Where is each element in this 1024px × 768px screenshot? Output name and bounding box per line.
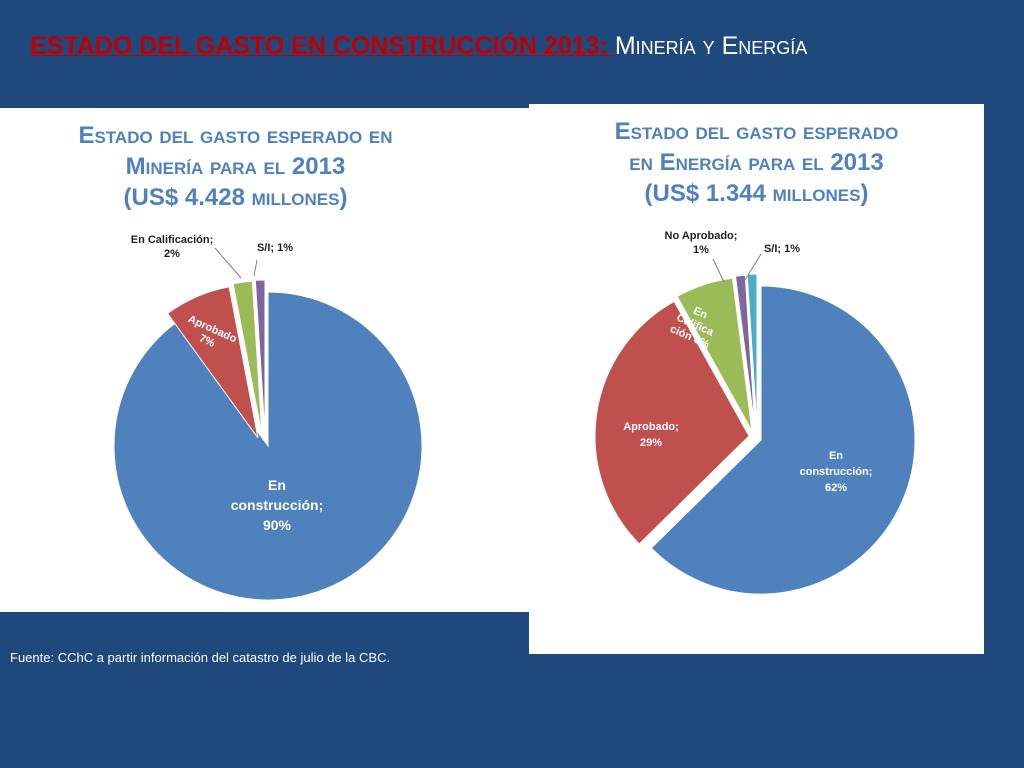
energia-label-s-i-line: S/I; 1% <box>764 243 800 255</box>
mineria-label-en-calificacion: En Calificación; 2% <box>131 234 214 260</box>
mineria-label-s-i-line: S/I; 1% <box>257 242 293 254</box>
mineria-slices <box>113 279 423 601</box>
energia-slices <box>594 273 916 595</box>
mineria-label-en-construccion-line: En <box>268 477 286 493</box>
energia-pie-chart: En construcción; 62%Aprobado; 29%EnCalifica… <box>594 230 916 595</box>
energia-label-en-construccion-line: construcción; <box>800 466 873 478</box>
slide-title: ESTADO DEL GASTO EN CONSTRUCCIÓN 2013: M… <box>30 34 807 59</box>
mineria-label-aprobado-line: 7% <box>197 332 217 350</box>
mineria-slice-en-calificacion <box>232 280 263 436</box>
energia-label-aprobado-line: 29% <box>640 437 662 449</box>
mineria-title-line-2: Minería para el 2013 <box>125 153 346 180</box>
energia-label-en-construccion-line: 62% <box>825 482 847 494</box>
energia-slice-en-construccion <box>650 285 916 595</box>
energia-chart-panel: Estado del gasto esperado en Energía par… <box>529 104 984 654</box>
mineria-label-en-construccion-line: construcción; <box>231 497 324 513</box>
source-note: Fuente: CChC a partir información del ca… <box>10 650 391 665</box>
mineria-label-en-calificacion-line: 2% <box>164 248 180 260</box>
slide-title-sub: Minería y Energía <box>614 32 808 60</box>
energia-title-line-1: Estado del gasto esperado <box>614 118 899 145</box>
mineria-slice-s-i <box>254 279 266 435</box>
energia-slice-en-calificacion <box>676 277 753 432</box>
energia-label-no-aprobado-line: No Aprobado; <box>665 230 738 242</box>
mineria-slice-aprobado <box>166 286 259 439</box>
mineria-title-line-1: Estado del gasto esperado en <box>78 122 393 149</box>
mineria-pie-chart: En construcción; 90%Aprobado7%En Calificac… <box>113 234 423 601</box>
mineria-label-en-construccion: En construcción; 90% <box>231 477 324 533</box>
mineria-label-en-calificacion-line: En Calificación; <box>131 234 214 246</box>
mineria-label-s-i: S/I; 1% <box>257 242 293 254</box>
mineria-chart-panel: Estado del gasto esperado en Minería par… <box>0 108 529 612</box>
mineria-chart-title: Estado del gasto esperado en Minería par… <box>18 120 453 213</box>
energia-label-en-calificacion-line: En <box>691 305 709 322</box>
energia-title-line-2: en Energía para el 2013 <box>629 149 884 176</box>
energia-leader-s-i <box>744 253 762 281</box>
mineria-leader-s-i <box>253 259 258 277</box>
energia-label-no-aprobado: No Aprobado; 1% <box>665 230 738 256</box>
energia-slice-s-i <box>746 273 758 429</box>
mineria-slice-en-construccion <box>113 291 423 601</box>
energia-label-en-construccion-line: En <box>829 450 843 462</box>
energia-label-s-i: S/I; 1% <box>764 243 800 255</box>
energia-slice-aprobado <box>594 300 750 545</box>
slide-title-main: ESTADO DEL GASTO EN CONSTRUCCIÓN 2013: <box>30 32 615 60</box>
mineria-leader-en-calificacion <box>214 247 242 279</box>
energia-label-aprobado: Aprobado; 29% <box>623 421 679 449</box>
energia-chart-title: Estado del gasto esperado en Energía par… <box>529 116 984 209</box>
mineria-title-line-3: (US$ 4.428 millones) <box>123 184 348 211</box>
energia-label-en-construccion: En construcción; 62% <box>800 450 873 494</box>
energia-leader-no-aprobado <box>712 258 725 283</box>
energia-slice-no-aprobado <box>734 274 756 430</box>
mineria-label-en-construccion-line: 90% <box>263 517 292 533</box>
energia-title-line-3: (US$ 1.344 millones) <box>644 180 869 207</box>
energia-label-no-aprobado-line: 1% <box>693 244 709 256</box>
energia-label-aprobado-line: Aprobado; <box>623 421 679 433</box>
